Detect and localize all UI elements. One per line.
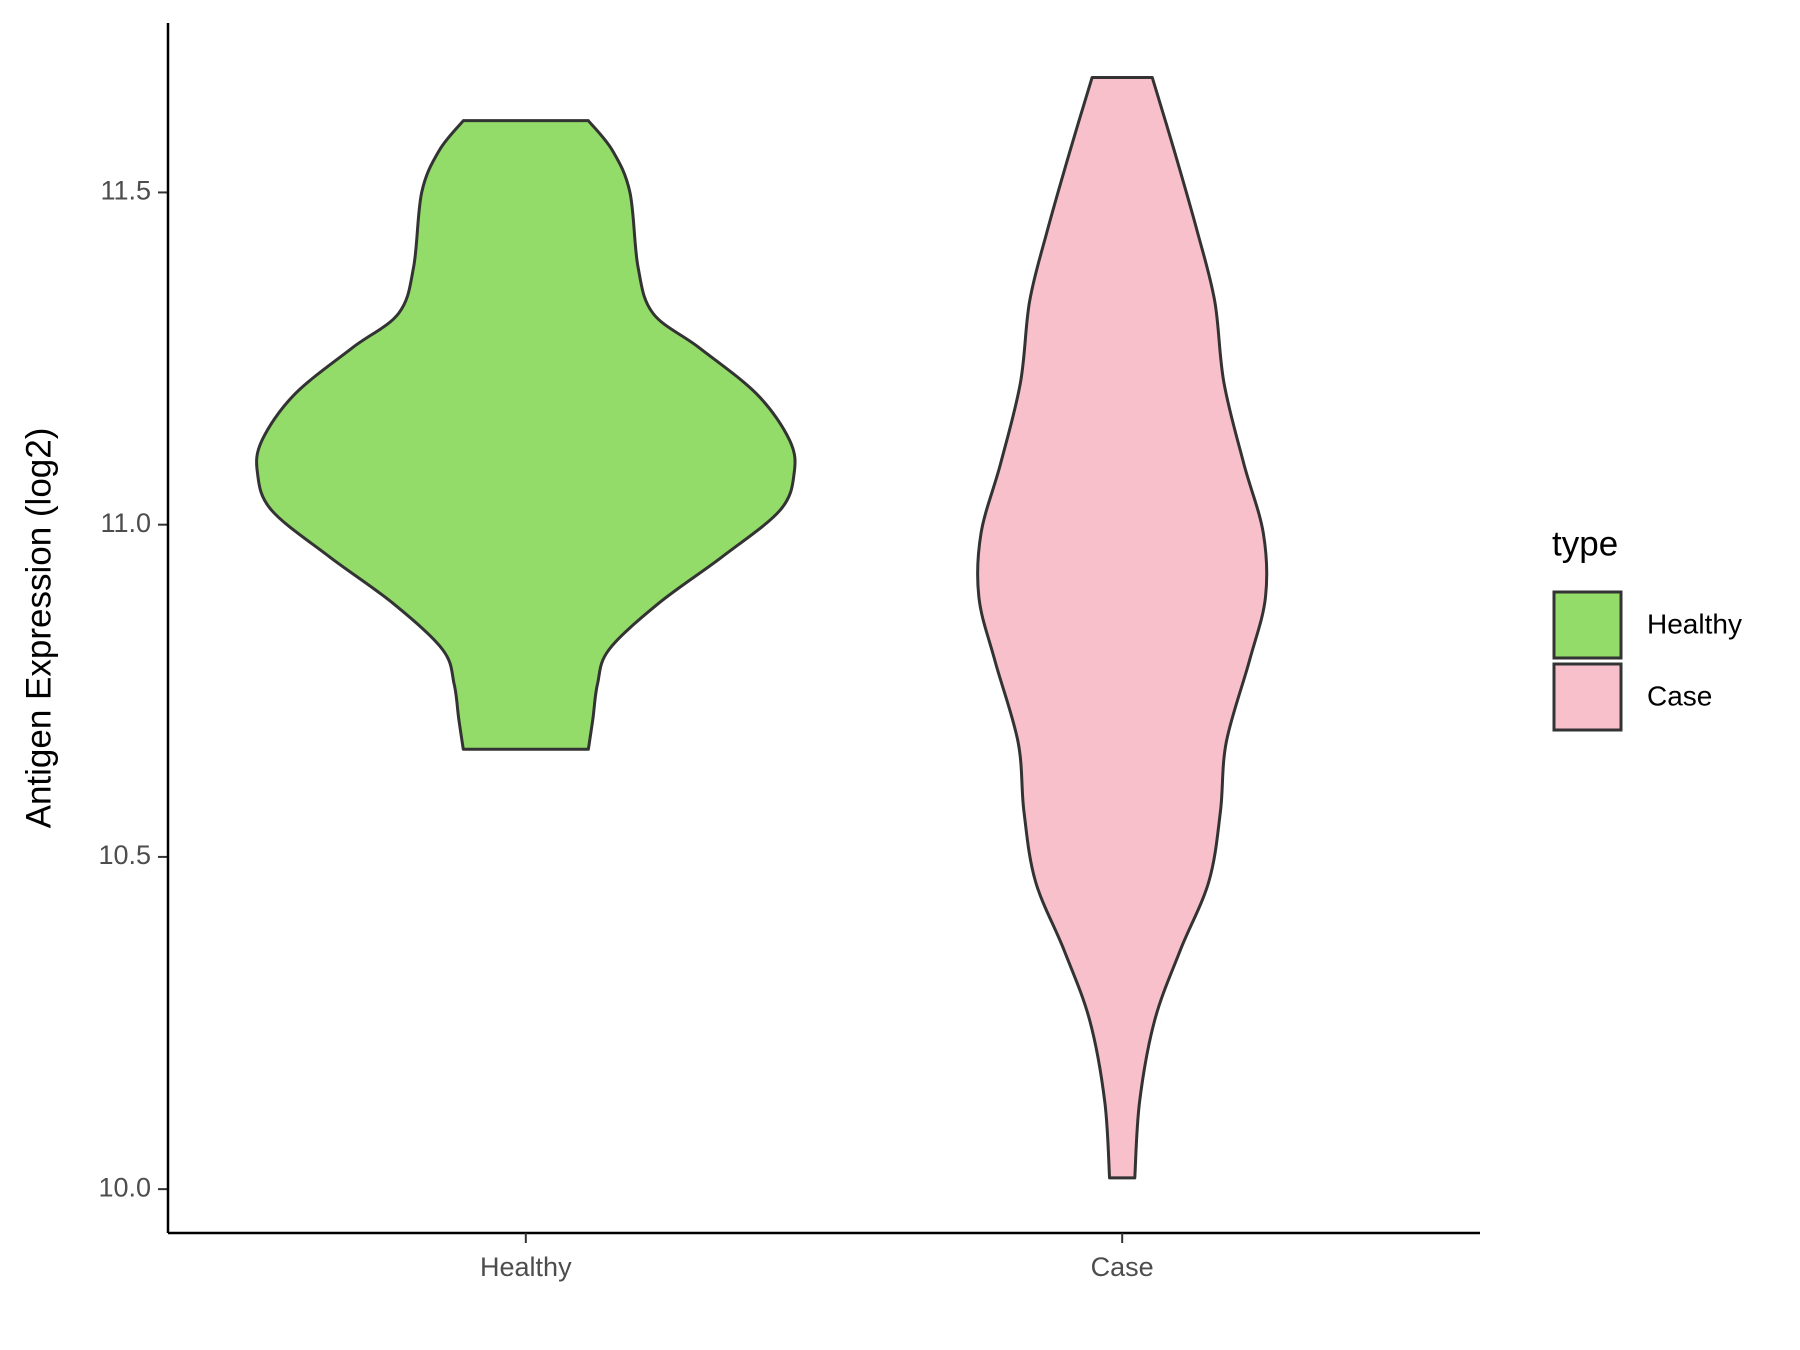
y-tick-label: 10.5 [98,840,151,870]
legend-label: Healthy [1647,608,1742,639]
x-tick-label: Healthy [480,1252,572,1282]
legend-key [1552,662,1623,732]
y-tick-label: 10.0 [98,1172,151,1202]
legend-title: type [1552,524,1618,563]
y-tick-label: 11.5 [100,176,151,206]
x-tick-label: Case [1091,1252,1154,1282]
legend-key [1552,590,1623,660]
violin [255,119,797,751]
y-axis-title: Antigen Expression (log2) [19,428,58,829]
legend-label: Case [1647,680,1712,711]
violin [976,75,1269,1180]
y-tick-label: 11.0 [100,508,151,538]
